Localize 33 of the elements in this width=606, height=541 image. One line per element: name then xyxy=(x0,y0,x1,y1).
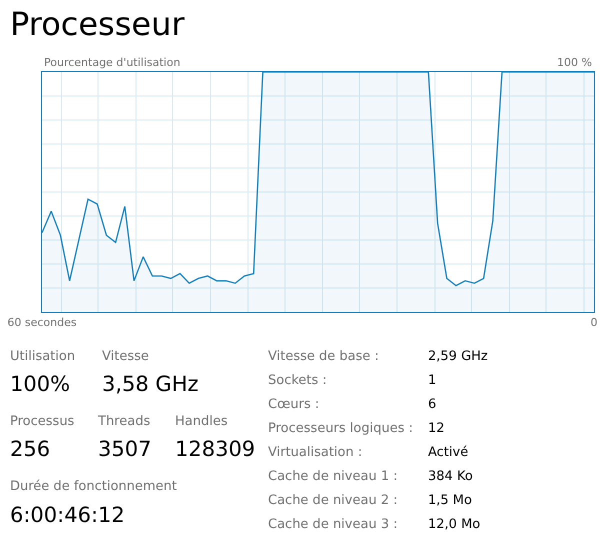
text: Processeurs logiques : xyxy=(268,421,414,436)
text: Sockets : xyxy=(268,373,327,388)
text: Vitesse xyxy=(102,349,149,364)
y-axis-title: Pourcentage d'utilisation xyxy=(44,56,180,69)
x-tick-label: 0 xyxy=(590,316,598,330)
text: Cœurs : xyxy=(268,397,320,412)
text: 256 xyxy=(10,437,50,461)
text: Activé xyxy=(428,445,468,460)
text: 3507 xyxy=(98,437,152,461)
text: Cache de niveau 3 : xyxy=(268,517,398,532)
text: 12 xyxy=(428,421,445,436)
text: Virtualisation : xyxy=(268,445,362,460)
text: 1,5 Mo xyxy=(428,493,472,508)
text: 12,0 Mo xyxy=(428,517,480,532)
chart-title: Processeur xyxy=(10,5,186,44)
text: 6 xyxy=(428,397,436,412)
text: Cache de niveau 2 : xyxy=(268,493,398,508)
text: Processus xyxy=(10,414,74,429)
text: Durée de fonctionnement xyxy=(10,479,177,494)
text: Cache de niveau 1 : xyxy=(268,469,398,484)
text: 3,58 GHz xyxy=(102,372,199,396)
text: Utilisation xyxy=(10,349,76,364)
text: 6:00:46:12 xyxy=(10,503,125,527)
text: Vitesse de base : xyxy=(268,349,379,364)
text: Threads xyxy=(98,414,150,429)
text: 1 xyxy=(428,373,436,388)
text: 100 % xyxy=(557,56,592,69)
text: Handles xyxy=(175,414,228,429)
text: 384 Ko xyxy=(428,469,473,484)
text: 128309 xyxy=(175,437,256,461)
text: 100% xyxy=(10,372,70,396)
text: 2,59 GHz xyxy=(428,349,488,364)
x-tick-label: 60 secondes xyxy=(7,316,77,330)
